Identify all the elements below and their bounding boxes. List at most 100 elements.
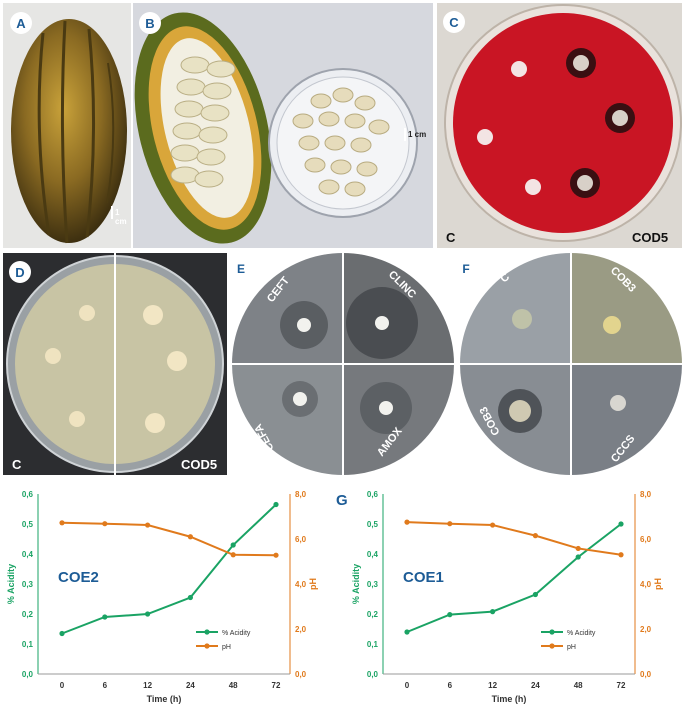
y2-tick-label: 4,0: [640, 580, 652, 589]
panel-f-letter: F: [460, 261, 474, 277]
data-point-ph: [618, 552, 624, 558]
x-tick-label: 12: [488, 681, 497, 690]
control-label: C: [12, 457, 22, 472]
data-point-ph: [575, 545, 581, 552]
data-point-acidity: [532, 591, 538, 598]
scale-bar: [404, 128, 406, 141]
data-point-ph: [102, 521, 108, 527]
series-line-acidity: [406, 523, 622, 633]
agar-plate-image: [6, 253, 224, 475]
panel-f-photo: C COB3 COB3 CCCS F: [460, 253, 682, 475]
y-tick-label: 0,6: [22, 490, 34, 499]
panel-b-letter: B: [139, 12, 161, 34]
panel-d-photo: D C COD5: [3, 253, 227, 475]
data-point-acidity: [447, 612, 453, 618]
series-line-ph: [406, 521, 622, 556]
x-axis-title: Time (h): [492, 694, 527, 704]
x-tick-label: 6: [448, 681, 453, 690]
open-pod-and-beans-image: [134, 12, 418, 244]
legend-label: % Acidity: [567, 630, 596, 637]
data-point-acidity: [145, 611, 151, 617]
data-point-ph: [145, 522, 151, 528]
chart-title: COE1: [403, 569, 444, 586]
y2-tick-label: 2,0: [295, 625, 307, 634]
scale-bar: [111, 206, 113, 219]
y2-tick-label: 4,0: [295, 580, 307, 589]
x-tick-label: 48: [229, 681, 238, 690]
y-tick-label: 0,2: [22, 610, 34, 619]
y-tick-label: 0,0: [367, 670, 379, 679]
y-axis-title: % Acidity: [6, 564, 16, 604]
panel-g-letter: G: [336, 492, 348, 509]
y2-tick-label: 6,0: [295, 535, 307, 544]
data-point-ph: [59, 520, 65, 526]
legend-marker: [204, 629, 210, 635]
y-tick-label: 0,1: [22, 640, 34, 649]
panel-a-photo: A 1 cm: [3, 3, 131, 248]
chart-coe2: 0,0 0,1 0,2 0,3 0,4 0,5 0,6 0,0 2,0 4,0 6,0 8,0 0 6 12…: [6, 490, 318, 704]
legend-marker: [549, 629, 555, 635]
data-point-ph: [273, 552, 279, 558]
y-tick-label: 0,5: [22, 520, 34, 529]
chart-coe1: 0,0 0,1 0,2 0,3 0,4 0,5 0,6 0,0 2,0 4,0 6,0 8,0 0 6 12…: [351, 490, 663, 704]
x-tick-label: 72: [272, 681, 281, 690]
panel-c-letter: C: [443, 11, 465, 33]
y-tick-label: 0,6: [367, 490, 379, 499]
legend-label: pH: [222, 644, 231, 651]
legend-label: pH: [567, 644, 576, 651]
series-line-acidity: [61, 503, 277, 635]
x-tick-label: 24: [531, 681, 540, 690]
panel-b-photo: B 1 cm: [133, 3, 433, 248]
data-point-acidity: [575, 554, 581, 560]
data-point-acidity: [102, 614, 108, 620]
legend-marker: [204, 643, 210, 649]
x-axis-title: Time (h): [147, 694, 182, 704]
y2-tick-label: 8,0: [295, 490, 307, 499]
y2-tick-label: 2,0: [640, 625, 652, 634]
data-point-acidity: [618, 521, 624, 527]
y-tick-label: 0,4: [367, 550, 379, 559]
cacao-pod-image: [11, 19, 127, 244]
data-point-acidity: [490, 609, 496, 615]
data-point-ph: [230, 552, 236, 558]
y2-axis-title: pH: [308, 578, 318, 590]
inhibition-plates-image: C COB3 COB3 CCCS: [460, 253, 682, 475]
legend-marker: [549, 643, 555, 649]
y-tick-label: 0,1: [367, 640, 379, 649]
control-label: C: [446, 230, 456, 245]
data-point-ph: [532, 533, 538, 539]
data-point-acidity: [230, 542, 236, 548]
y-tick-label: 0,3: [22, 580, 34, 589]
y-tick-label: 0,5: [367, 520, 379, 529]
x-tick-label: 0: [405, 681, 410, 690]
y2-tick-label: 0,0: [295, 670, 307, 679]
x-tick-label: 48: [574, 681, 583, 690]
data-point-acidity: [187, 594, 193, 601]
antibiotic-plates-image: CEFT CLINC CEFA AMOX: [232, 253, 454, 475]
data-point-ph: [447, 521, 453, 527]
y-tick-label: 0,2: [367, 610, 379, 619]
panel-e-letter: E: [233, 261, 249, 277]
x-tick-label: 24: [186, 681, 195, 690]
series-line-ph: [61, 521, 277, 557]
x-tick-label: 0: [60, 681, 65, 690]
legend-label: % Acidity: [222, 630, 251, 637]
data-point-ph: [404, 519, 410, 525]
data-point-ph: [490, 522, 496, 528]
y2-tick-label: 0,0: [640, 670, 652, 679]
strain-label: COD5: [632, 230, 669, 245]
data-point-ph: [187, 534, 193, 540]
y2-axis-title: pH: [653, 578, 663, 590]
y-tick-label: 0,0: [22, 670, 34, 679]
chart-title: COE2: [58, 569, 99, 586]
y2-tick-label: 6,0: [640, 535, 652, 544]
y2-tick-label: 8,0: [640, 490, 652, 499]
panel-e-photo: CEFT CLINC CEFA AMOX E: [232, 253, 454, 475]
blood-agar-plate-image: [444, 4, 682, 242]
x-tick-label: 12: [143, 681, 152, 690]
data-point-acidity: [273, 501, 279, 508]
panel-d-letter: D: [9, 261, 31, 283]
data-point-acidity: [404, 629, 410, 635]
y-axis-title: % Acidity: [351, 564, 361, 604]
panel-c-photo: C C COD5: [437, 3, 682, 248]
